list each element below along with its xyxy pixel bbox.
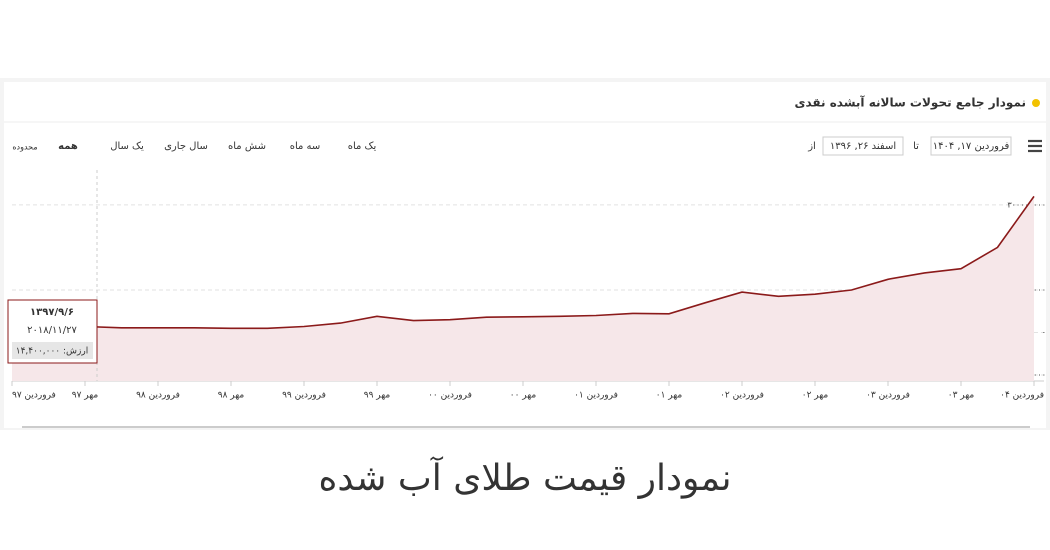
range-button[interactable]: یک سال (110, 141, 144, 152)
from-date: اسفند ۲۶, ۱۳۹۶ (830, 141, 896, 152)
x-tick-label: فروردین ۹۹ (282, 391, 326, 401)
line (11, 195, 1035, 330)
x-tick-label: مهر ۰۳ (948, 391, 975, 401)
to-date: فروردین ۱۷, ۱۴۰۴ (933, 141, 1010, 152)
tooltip-value: ارزش: ۱۴,۴۰۰,۰۰۰ (16, 347, 88, 357)
x-tick-label: فروردین ۰۱ (574, 391, 618, 401)
x-tick-label: مهر ۰۱ (656, 391, 683, 401)
to-label: تا (913, 141, 919, 152)
range-button[interactable]: یک ماه (348, 141, 377, 152)
x-tick-label: مهر ۹۷ (72, 391, 99, 401)
range-label: محدوده (12, 143, 37, 152)
x-tick-label: فروردین ۰۲ (720, 391, 764, 401)
x-tick-label: فروردین ۰۳ (866, 391, 910, 401)
to-input[interactable] (930, 136, 1012, 156)
from-label: از (807, 141, 816, 152)
x-tick-label: مهر ۹۹ (364, 391, 391, 401)
range-button[interactable]: شش ماه (228, 141, 266, 152)
tooltip-gregorian: ۲۰۱۸/۱۱/۲۷ (27, 325, 77, 336)
range-button[interactable]: سال جاری (164, 141, 208, 152)
from-input[interactable] (822, 136, 904, 156)
y-tick-label: ۳۰۰۰۰۰۰۰۰ (1007, 200, 1046, 209)
tooltip-value-bg (12, 342, 93, 359)
x-tick-label: مهر ۹۸ (218, 391, 245, 401)
x-tick-label: مهر ۰۰ (510, 391, 537, 401)
tooltip-date: ۱۳۹۷/۹/۶ (30, 307, 74, 318)
x-tick-label: مهر ۰۲ (802, 391, 829, 401)
x-tick-label: فروردین ۰۰ (428, 391, 472, 401)
card-title: نمودار جامع تحولات سالانه آبشده نقدی (794, 95, 1026, 111)
range-button[interactable]: همه (58, 141, 78, 152)
range-button[interactable]: سه ماه (290, 141, 321, 152)
x-tick-label: فروردین ۹۸ (136, 391, 180, 401)
menu-icon[interactable] (1028, 139, 1042, 153)
caption: نمودار قیمت طلای آب شده (319, 455, 732, 499)
x-tick-label: فروردین ۰۴ (1000, 391, 1044, 401)
area (12, 196, 1034, 381)
x-tick-label: فروردین ۹۷ (12, 391, 56, 401)
y-tick-label: ۰ (1042, 328, 1046, 337)
title-dot (1032, 99, 1040, 107)
